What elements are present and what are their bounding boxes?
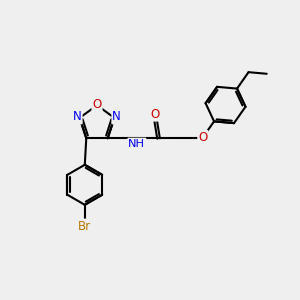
Text: Br: Br bbox=[78, 220, 92, 232]
Text: NH: NH bbox=[128, 139, 146, 148]
Text: O: O bbox=[198, 131, 208, 144]
Text: N: N bbox=[112, 110, 121, 124]
Text: O: O bbox=[151, 108, 160, 121]
Text: O: O bbox=[92, 98, 102, 111]
Text: N: N bbox=[73, 110, 82, 124]
